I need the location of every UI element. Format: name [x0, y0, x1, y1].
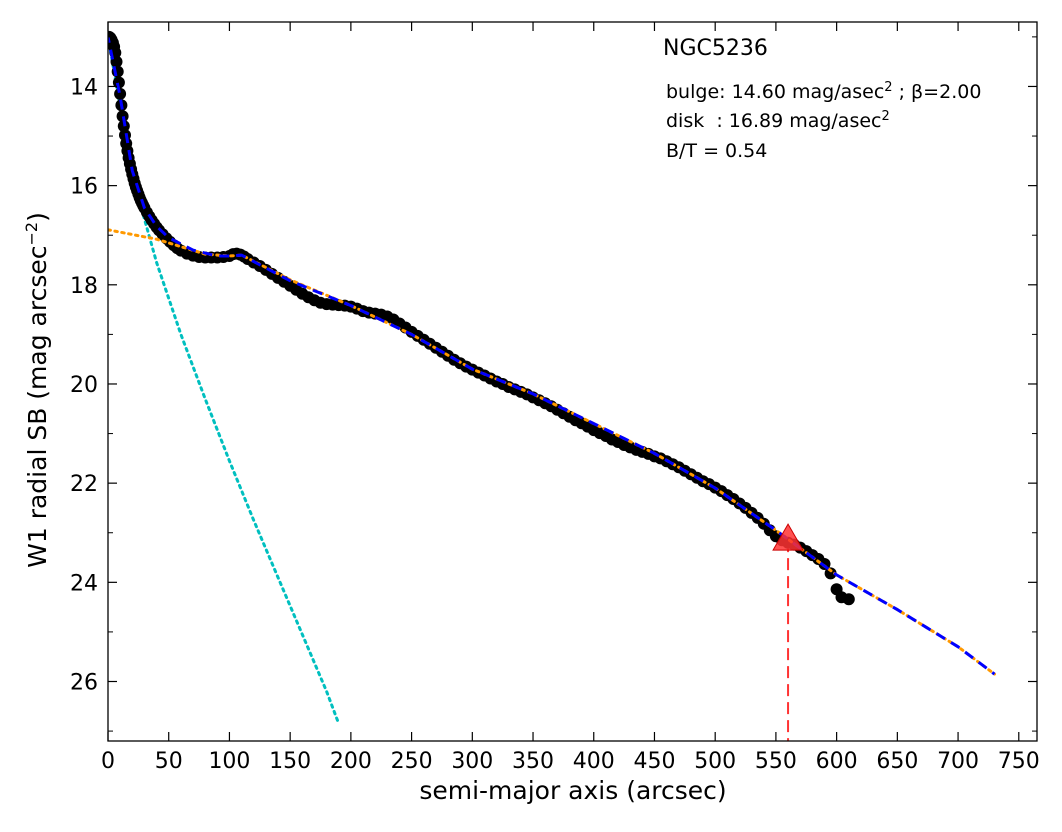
bulge-annotation-text: bulge: 14.60 mag/asec — [666, 81, 884, 103]
bt-annotation: B/T = 0.54 — [666, 140, 767, 162]
x-tick-label: 350 — [512, 749, 554, 774]
marker-group — [772, 523, 804, 551]
disk-annotation: disk : 16.89 mag/asec2 — [666, 109, 890, 133]
data-point — [112, 76, 125, 89]
plot-frame — [107, 21, 1038, 742]
y-tick-label: 14 — [70, 75, 98, 100]
y-axis-title-exponent: −2 — [22, 222, 41, 246]
x-tick-label: 650 — [876, 749, 918, 774]
y-axis-title: W1 radial SB (mag arcsec−2) — [22, 212, 53, 568]
x-tick-label: 500 — [694, 749, 736, 774]
y-tick-label: 22 — [70, 472, 98, 497]
y-tick-label: 26 — [70, 670, 98, 695]
data-point — [114, 87, 127, 100]
x-tick-label: 750 — [998, 749, 1040, 774]
galaxy-name: NGC5236 — [663, 36, 768, 61]
y-axis-title-main: W1 radial SB (mag arcsec — [23, 246, 52, 568]
y-tick-label: 24 — [70, 571, 98, 596]
x-tick-label: 450 — [633, 749, 675, 774]
disk-annotation-sup: 2 — [882, 109, 890, 124]
x-tick-label: 300 — [451, 749, 493, 774]
x-tick-label: 400 — [573, 749, 615, 774]
model-curves — [108, 35, 790, 741]
x-tick-label: 0 — [101, 749, 115, 774]
y-tick-label: 16 — [70, 175, 98, 200]
data-point — [842, 593, 855, 606]
x-tick-label: 250 — [391, 749, 433, 774]
y-tick-label: 20 — [70, 373, 98, 398]
bulge-annotation-beta: ; β=2.00 — [893, 81, 982, 103]
y-tick-label: 18 — [70, 274, 98, 299]
truncation-marker — [772, 523, 804, 551]
bulge-model-line — [108, 35, 341, 726]
y-axis-title-close: ) — [23, 212, 52, 222]
x-tick-label: 550 — [755, 749, 797, 774]
x-tick-label: 50 — [155, 749, 183, 774]
bulge-annotation: bulge: 14.60 mag/asec2 ; β=2.00 — [666, 80, 981, 104]
total-model-line — [108, 36, 996, 676]
x-tick-label: 200 — [330, 749, 372, 774]
data-point — [824, 567, 837, 580]
x-axis-title: semi-major axis (arcsec) — [419, 776, 726, 805]
disk-annotation-text: disk : 16.89 mag/asec — [666, 110, 882, 132]
disk-model-line — [108, 228, 996, 676]
x-tick-label: 150 — [269, 749, 311, 774]
x-tick-label: 700 — [937, 749, 979, 774]
data-point — [116, 110, 129, 123]
x-tick-label: 100 — [208, 749, 250, 774]
bulge-annotation-sup: 2 — [884, 80, 892, 95]
x-tick-label: 600 — [816, 749, 858, 774]
x-axis: 0 50 100 150 200 250 300 350 400 450 500 550 600 650 7… — [101, 22, 1040, 774]
